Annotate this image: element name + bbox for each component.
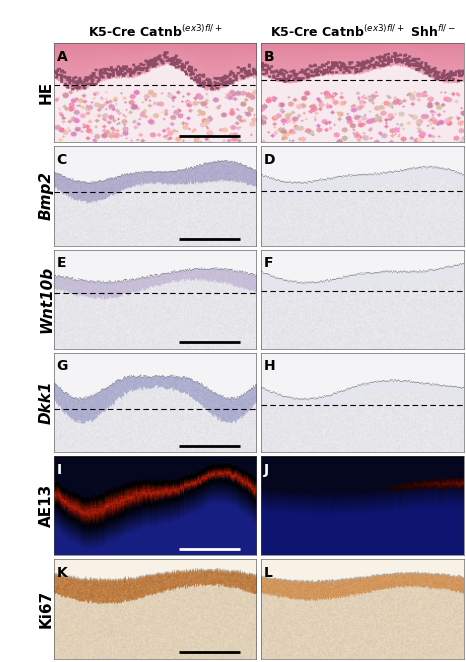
Text: H: H — [264, 359, 275, 373]
Text: I: I — [57, 463, 62, 477]
Text: HE: HE — [39, 81, 54, 104]
Text: G: G — [57, 359, 68, 373]
Text: K5-Cre Catnb$^{(ex3)fl/+}$ Shh$^{fl/-}$: K5-Cre Catnb$^{(ex3)fl/+}$ Shh$^{fl/-}$ — [269, 24, 455, 40]
Text: A: A — [57, 50, 68, 64]
Text: E: E — [57, 256, 66, 270]
Text: Ki67: Ki67 — [39, 590, 54, 628]
Text: L: L — [264, 566, 273, 580]
Text: Wnt10b: Wnt10b — [39, 265, 54, 333]
Text: Dkk1: Dkk1 — [39, 381, 54, 424]
Text: Bmp2: Bmp2 — [39, 171, 54, 220]
Text: J: J — [264, 463, 269, 477]
Text: K: K — [57, 566, 68, 580]
Text: AE13: AE13 — [39, 484, 54, 528]
Text: D: D — [264, 153, 275, 167]
Text: B: B — [264, 50, 274, 64]
Text: F: F — [264, 256, 274, 270]
Text: C: C — [57, 153, 67, 167]
Text: K5-Cre Catnb$^{(ex3)fl/+}$: K5-Cre Catnb$^{(ex3)fl/+}$ — [88, 24, 222, 40]
